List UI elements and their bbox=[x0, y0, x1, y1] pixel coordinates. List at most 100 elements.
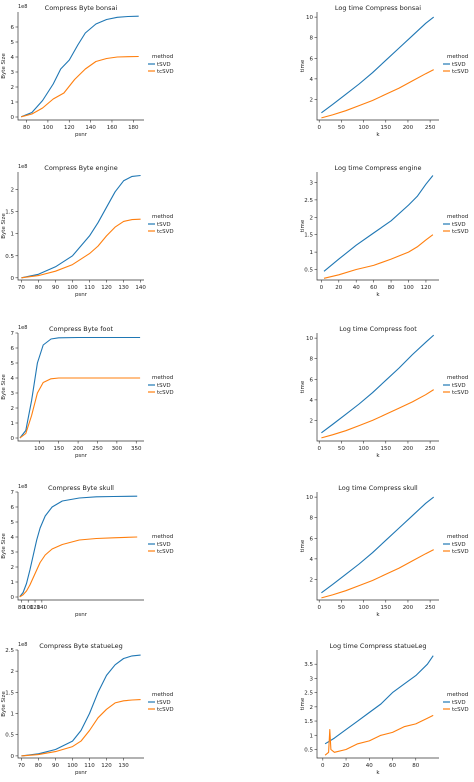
legend-entry: tcSVD bbox=[157, 229, 174, 235]
y-tick-label: 1 bbox=[11, 100, 15, 106]
chart-panel bbox=[15, 649, 155, 761]
y-axis-label: Byte Size bbox=[1, 533, 7, 559]
chart-title: Log time Compress bonsai bbox=[335, 4, 421, 12]
y-axis-label: Byte Size bbox=[1, 213, 7, 239]
legend-title: method bbox=[447, 534, 468, 540]
y-axis-label: time bbox=[300, 539, 306, 552]
x-tick-label: 0 bbox=[317, 446, 321, 452]
x-tick-label: 130 bbox=[118, 763, 129, 769]
y-tick-label: 2.5 bbox=[304, 198, 313, 204]
y-tick-label: 7 bbox=[11, 490, 15, 496]
y-tick-label: 8 bbox=[310, 516, 314, 522]
y-tick-label: 2 bbox=[310, 705, 314, 711]
x-axis-label: psnr bbox=[75, 292, 88, 298]
y-tick-label: 10 bbox=[306, 15, 313, 21]
x-tick-label: 60 bbox=[370, 285, 377, 291]
y-tick-label: 1 bbox=[11, 421, 15, 427]
y-tick-label: 4 bbox=[310, 77, 314, 83]
y-tick-label: 0.5 bbox=[304, 268, 313, 274]
x-tick-label: 250 bbox=[425, 605, 436, 611]
x-tick-label: 50 bbox=[338, 605, 345, 611]
chart-title: Compress Byte foot bbox=[49, 325, 114, 333]
legend-entry: tcSVD bbox=[452, 229, 469, 235]
series-line-tcsvd bbox=[321, 389, 434, 439]
legend-entry: tSVD bbox=[157, 700, 171, 706]
x-tick-label: 140 bbox=[85, 125, 96, 131]
x-tick-label: 200 bbox=[73, 446, 84, 452]
x-tick-label: 120 bbox=[101, 763, 112, 769]
y-tick-label: 2 bbox=[11, 188, 15, 194]
x-tick-label: 80 bbox=[35, 285, 42, 291]
y-tick-label: 1.5 bbox=[5, 210, 14, 216]
x-tick-label: 140 bbox=[135, 285, 146, 291]
y-tick-label: 1.5 bbox=[304, 719, 313, 725]
x-tick-label: 0 bbox=[317, 125, 321, 131]
chart-panel bbox=[314, 172, 450, 283]
y-tick-label: 1 bbox=[11, 712, 15, 718]
y-tick-label: 0.5 bbox=[5, 254, 14, 260]
y-tick-label: 7 bbox=[11, 331, 15, 337]
legend-entry: tcSVD bbox=[452, 390, 469, 396]
legend-entry: tSVD bbox=[157, 542, 171, 548]
y-axis-label: Byte Size bbox=[1, 53, 7, 79]
x-tick-label: 150 bbox=[53, 446, 64, 452]
x-tick-label: 90 bbox=[52, 285, 59, 291]
y-tick-label: 5 bbox=[11, 361, 15, 367]
y-tick-label: 10 bbox=[306, 495, 313, 501]
x-tick-label: 120 bbox=[421, 285, 432, 291]
x-tick-label: 100 bbox=[358, 446, 369, 452]
y-tick-label: 0 bbox=[11, 276, 15, 282]
series-line-tsvd bbox=[21, 654, 141, 757]
y-tick-label: 0 bbox=[11, 115, 15, 121]
chart-title: Log time Compress statueLeg bbox=[330, 642, 427, 650]
axis-spines bbox=[316, 650, 439, 759]
y-tick-label: 2.5 bbox=[5, 648, 14, 654]
legend-title: method bbox=[152, 534, 173, 540]
x-tick-label: 100 bbox=[358, 605, 369, 611]
legend-title: method bbox=[152, 54, 173, 60]
legend-entry: tSVD bbox=[157, 383, 171, 389]
y-tick-label: 5 bbox=[11, 520, 15, 526]
legend-entry: tcSVD bbox=[452, 549, 469, 555]
x-tick-label: 150 bbox=[381, 446, 392, 452]
y-axis-label: time bbox=[300, 219, 306, 232]
x-axis-label: psnr bbox=[75, 612, 88, 618]
x-tick-label: 0 bbox=[321, 763, 325, 769]
x-axis-label: k bbox=[376, 292, 380, 298]
series-line-tsvd bbox=[19, 495, 138, 598]
x-tick-label: 100 bbox=[67, 763, 78, 769]
y-tick-label: 8 bbox=[310, 357, 314, 363]
series-line-tcsvd bbox=[321, 69, 434, 119]
x-tick-label: 150 bbox=[381, 125, 392, 131]
y-tick-label: 0 bbox=[11, 754, 15, 760]
series-line-tcsvd bbox=[21, 55, 139, 118]
axis-exponent: 1e8 bbox=[18, 325, 27, 331]
axis-spines bbox=[17, 12, 144, 121]
x-tick-label: 250 bbox=[425, 125, 436, 131]
y-axis-label: Byte Size bbox=[1, 691, 7, 717]
x-tick-label: 80 bbox=[388, 285, 395, 291]
x-axis-label: psnr bbox=[75, 132, 88, 138]
y-tick-label: 1 bbox=[11, 580, 15, 586]
y-tick-label: 6 bbox=[11, 346, 15, 352]
x-tick-label: 200 bbox=[403, 446, 414, 452]
x-axis-label: k bbox=[376, 132, 380, 138]
chart-panel bbox=[314, 492, 450, 603]
legend-title: method bbox=[152, 375, 173, 381]
x-tick-label: 300 bbox=[112, 446, 123, 452]
y-tick-label: 1 bbox=[310, 733, 314, 739]
x-tick-label: 200 bbox=[403, 605, 414, 611]
chart-panel bbox=[314, 650, 450, 761]
chart-title: Compress Byte skull bbox=[48, 484, 114, 492]
legend-entry: tcSVD bbox=[157, 549, 174, 555]
chart-panel bbox=[314, 12, 450, 123]
legend-entry: tcSVD bbox=[452, 69, 469, 75]
y-tick-label: 2 bbox=[11, 406, 15, 412]
chart-title: Compress Byte engine bbox=[44, 164, 117, 172]
y-tick-label: 1 bbox=[11, 232, 15, 238]
y-tick-label: 5 bbox=[11, 40, 15, 46]
legend-entry: tSVD bbox=[452, 62, 466, 68]
y-axis-label: time bbox=[300, 380, 306, 393]
series-line-tcsvd bbox=[21, 699, 141, 757]
chart-panel bbox=[314, 333, 450, 444]
